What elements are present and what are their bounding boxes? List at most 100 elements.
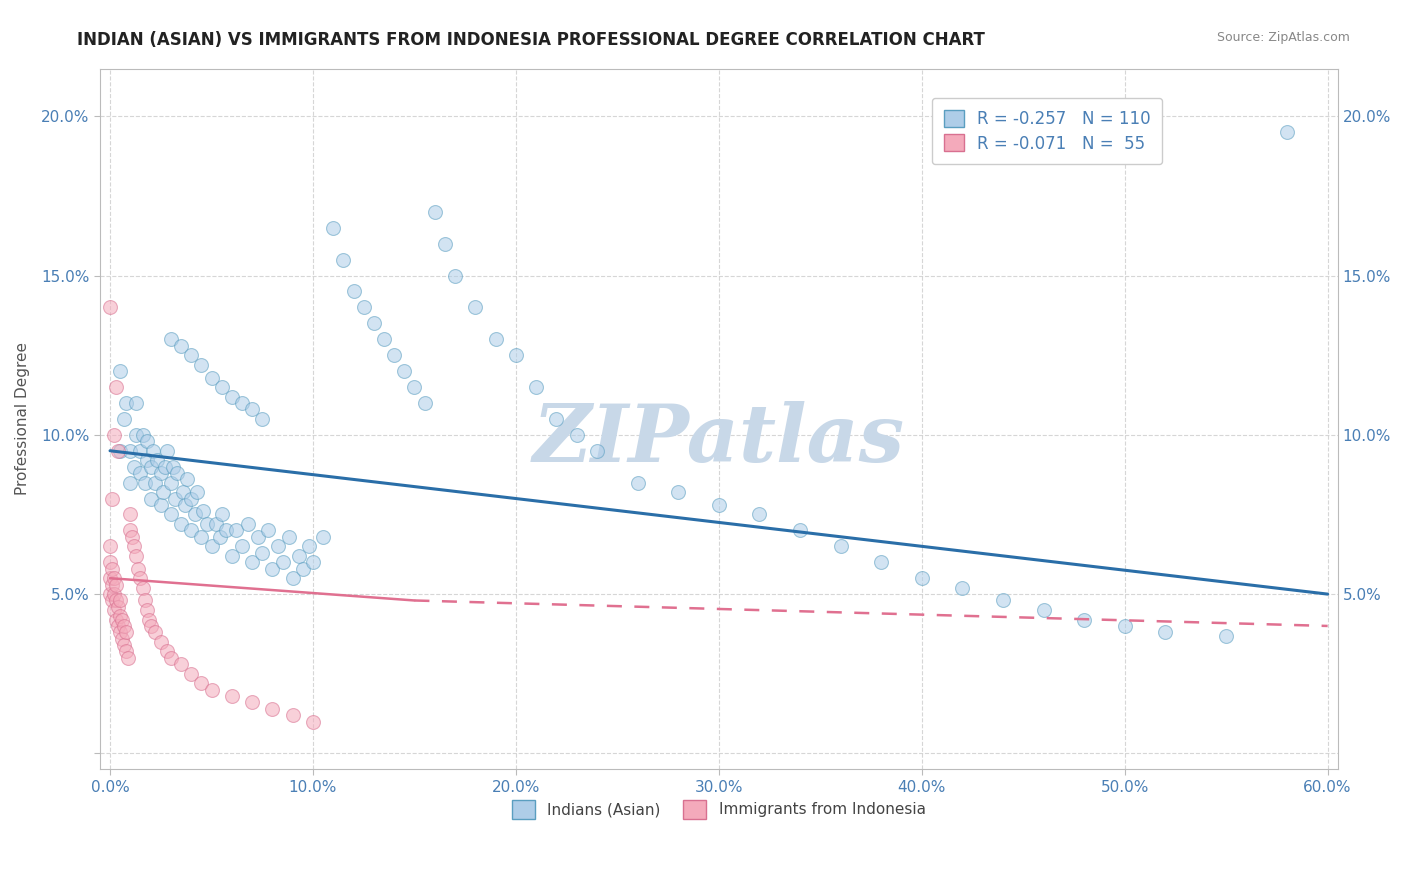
Point: [190, 676, 212, 690]
Point: [145, 453, 167, 467]
Point: [101, 491, 124, 506]
Point: [103, 427, 125, 442]
Point: [98, 571, 121, 585]
Point: [127, 561, 149, 575]
Point: [281, 571, 304, 585]
Point: [200, 539, 222, 553]
Point: [162, 459, 184, 474]
Point: [125, 427, 148, 442]
Point: [373, 332, 395, 346]
Point: [115, 644, 138, 658]
Point: [134, 475, 156, 490]
Point: [950, 581, 973, 595]
Text: Source: ZipAtlas.com: Source: ZipAtlas.com: [1216, 31, 1350, 45]
Point: [139, 459, 162, 474]
Point: [103, 571, 125, 585]
Point: [184, 508, 207, 522]
Point: [166, 466, 188, 480]
Point: [200, 682, 222, 697]
Point: [160, 650, 183, 665]
Point: [707, 498, 730, 512]
Point: [484, 332, 506, 346]
Point: [135, 603, 157, 617]
Point: [143, 475, 166, 490]
Point: [221, 689, 243, 703]
Point: [98, 587, 121, 601]
Point: [156, 644, 179, 658]
Point: [1114, 619, 1136, 633]
Point: [115, 625, 138, 640]
Point: [103, 587, 125, 601]
Point: [231, 396, 253, 410]
Point: [120, 475, 142, 490]
Point: [257, 524, 280, 538]
Point: [190, 358, 212, 372]
Point: [586, 443, 609, 458]
Point: [322, 220, 344, 235]
Point: [298, 539, 321, 553]
Point: [143, 625, 166, 640]
Point: [103, 603, 125, 617]
Point: [108, 593, 131, 607]
Point: [125, 549, 148, 563]
Point: [363, 317, 385, 331]
Point: [149, 498, 172, 512]
Point: [108, 443, 131, 458]
Point: [156, 443, 179, 458]
Point: [149, 635, 172, 649]
Point: [200, 370, 222, 384]
Point: [291, 561, 314, 575]
Point: [120, 524, 142, 538]
Point: [134, 593, 156, 607]
Point: [240, 695, 263, 709]
Point: [262, 561, 284, 575]
Point: [124, 539, 146, 553]
Point: [505, 348, 527, 362]
Point: [287, 549, 309, 563]
Point: [423, 205, 446, 219]
Point: [180, 348, 202, 362]
Point: [546, 412, 568, 426]
Point: [1154, 625, 1177, 640]
Point: [108, 625, 131, 640]
Point: [413, 396, 436, 410]
Point: [394, 364, 416, 378]
Point: [240, 555, 263, 569]
Point: [342, 285, 364, 299]
Point: [186, 485, 208, 500]
Text: ZIPatlas: ZIPatlas: [533, 401, 905, 479]
Point: [231, 539, 253, 553]
Point: [98, 539, 121, 553]
Point: [382, 348, 405, 362]
Point: [211, 508, 233, 522]
Point: [240, 402, 263, 417]
Point: [112, 412, 135, 426]
Point: [262, 702, 284, 716]
Point: [197, 516, 219, 531]
Point: [121, 530, 143, 544]
Point: [170, 338, 193, 352]
Y-axis label: Professional Degree: Professional Degree: [15, 343, 30, 495]
Point: [105, 593, 128, 607]
Point: [172, 485, 194, 500]
Point: [129, 443, 152, 458]
Point: [115, 396, 138, 410]
Point: [464, 301, 486, 315]
Point: [404, 380, 426, 394]
Point: [1073, 613, 1095, 627]
Point: [139, 619, 162, 633]
Point: [152, 485, 174, 500]
Point: [131, 581, 153, 595]
Point: [101, 577, 124, 591]
Point: [149, 466, 172, 480]
Point: [281, 708, 304, 723]
Point: [204, 516, 226, 531]
Point: [180, 491, 202, 506]
Point: [666, 485, 689, 500]
Point: [112, 619, 135, 633]
Point: [215, 524, 238, 538]
Point: [830, 539, 852, 553]
Point: [131, 427, 153, 442]
Point: [1032, 603, 1054, 617]
Point: [353, 301, 375, 315]
